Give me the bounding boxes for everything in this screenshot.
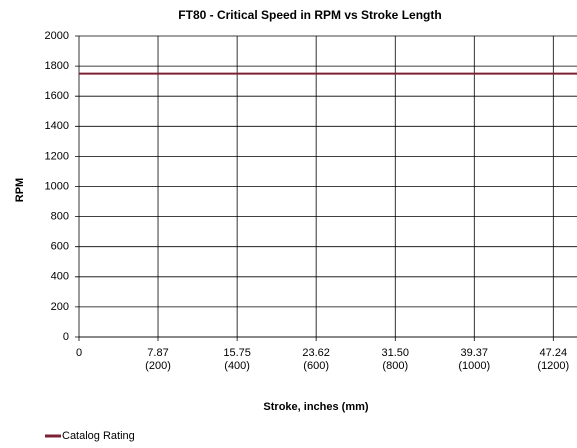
x-tick-line: 7.87 bbox=[147, 347, 168, 359]
y-tick-label: 1800 bbox=[45, 60, 69, 72]
y-tick-label: 200 bbox=[51, 301, 69, 313]
x-tick-label: 0 bbox=[76, 347, 82, 359]
x-tick-line: (200) bbox=[145, 360, 171, 372]
y-tick-label: 1200 bbox=[45, 150, 69, 162]
x-tick-line: 15.75 bbox=[223, 347, 251, 359]
x-axis-label: Stroke, inches (mm) bbox=[263, 401, 368, 413]
x-tick-label: 7.87 (200) bbox=[145, 347, 171, 372]
chart-title: FT80 - Critical Speed in RPM vs Stroke L… bbox=[178, 8, 441, 22]
x-tick-line: 0 bbox=[76, 347, 82, 359]
x-tick-line: (1000) bbox=[458, 360, 490, 372]
y-tick-label: 1600 bbox=[45, 90, 69, 102]
y-tick-label: 2000 bbox=[45, 30, 69, 42]
x-tick-line: 23.62 bbox=[302, 347, 330, 359]
x-tick-line: (400) bbox=[224, 360, 250, 372]
y-tick-label: 600 bbox=[51, 241, 69, 253]
y-tick-label: 1400 bbox=[45, 120, 69, 132]
x-tick-label: 39.37 (1000) bbox=[458, 347, 490, 372]
legend-label: Catalog Rating bbox=[62, 430, 135, 442]
x-tick-label: 31.50 (800) bbox=[382, 347, 410, 372]
x-tick-label: 47.24 (1200) bbox=[537, 347, 569, 372]
y-tick-label: 800 bbox=[51, 211, 69, 223]
x-tick-line: (600) bbox=[303, 360, 329, 372]
x-tick-line: 31.50 bbox=[382, 347, 410, 359]
x-tick-line: 39.37 bbox=[461, 347, 489, 359]
y-tick-label: 0 bbox=[63, 331, 69, 343]
y-tick-label: 400 bbox=[51, 271, 69, 283]
x-tick-line: 47.24 bbox=[540, 347, 568, 359]
x-tick-line: (800) bbox=[382, 360, 408, 372]
x-tick-line: (1200) bbox=[537, 360, 569, 372]
x-tick-label: 23.62 (600) bbox=[302, 347, 330, 372]
x-tick-label: 15.75 (400) bbox=[223, 347, 251, 372]
y-axis-label: RPM bbox=[14, 178, 26, 202]
y-tick-label: 1000 bbox=[45, 180, 69, 192]
